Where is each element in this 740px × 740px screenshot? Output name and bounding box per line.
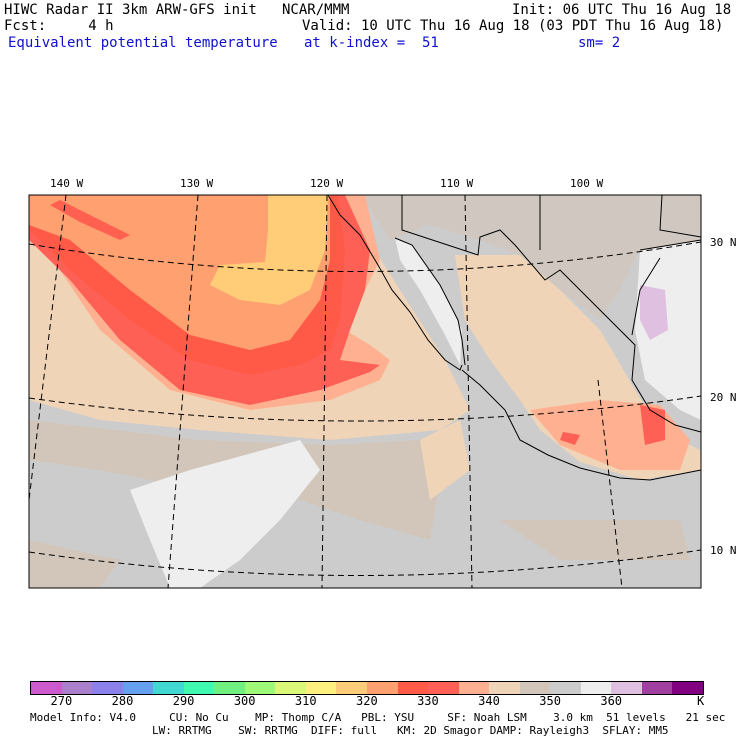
lat-label-30n: 30 N <box>710 236 737 249</box>
coastlines <box>327 195 701 481</box>
colorbar-bin <box>92 682 123 694</box>
colorbar-label: 340 <box>478 694 500 708</box>
colorbar-label: 290 <box>172 694 195 708</box>
colorbar-bin <box>305 682 337 694</box>
colorbar-label: 280 <box>111 694 134 708</box>
colorbar-label: 300 <box>233 694 256 708</box>
lon-label-100w: 100 W <box>570 177 604 190</box>
colorbar-bin <box>397 682 429 694</box>
colorbar-label: 350 <box>539 694 561 708</box>
colorbar-unit: K <box>697 694 705 708</box>
colorbar-bin <box>550 682 581 694</box>
colorbar-label: 270 <box>50 694 73 708</box>
region-325 <box>29 195 330 350</box>
lon-label-130w: 130 W <box>180 177 214 190</box>
organization: NCAR/MMM <box>282 2 350 18</box>
colorbar-bin <box>489 682 520 694</box>
smoothing: sm= 2 <box>578 35 621 51</box>
lon-label-120w: 120 W <box>310 177 344 190</box>
forecast-hour: Fcst: 4 h <box>4 18 114 34</box>
colorbar-bin <box>336 682 368 694</box>
colorbar-bin <box>519 682 551 694</box>
colorbar-label: 320 <box>356 694 378 708</box>
model-title: HIWC Radar II 3km ARW-GFS init <box>4 2 257 18</box>
colorbar-bin <box>611 682 642 694</box>
ocean-white <box>130 440 320 588</box>
valid-time: Valid: 10 UTC Thu 16 Aug 18 (03 PDT Thu … <box>302 18 724 34</box>
colorbar-bin <box>458 682 490 694</box>
colorbar-bin <box>367 682 398 694</box>
gulf-pink <box>640 285 668 340</box>
colorbar-bin <box>153 682 184 694</box>
colorbar-bin <box>275 682 306 694</box>
lat-label-10n: 10 N <box>710 544 737 557</box>
colorbar-bin <box>214 682 245 694</box>
region-320 <box>210 195 328 305</box>
colorbar-bin <box>641 682 673 694</box>
colorbar-bin <box>672 682 704 694</box>
lon-label-140w: 140 W <box>50 177 84 190</box>
colorbar-bin <box>31 682 62 694</box>
colorbar-bin <box>61 682 93 694</box>
colorbar-bin <box>122 682 154 694</box>
colorbar <box>30 681 704 695</box>
colorbar-label: 360 <box>600 694 623 708</box>
colorbar-bin <box>580 682 612 694</box>
init-time: Init: 06 UTC Thu 16 Aug 18 <box>512 2 732 18</box>
lat-label-20n: 20 N <box>710 391 737 404</box>
red-streak <box>50 200 130 240</box>
region-350 <box>29 420 690 588</box>
map-frame <box>28 194 702 589</box>
grid-lines <box>29 195 701 588</box>
level-index: at k-index = 51 <box>304 35 439 51</box>
colorbar-bin <box>244 682 276 694</box>
field-name: Equivalent potential temperature <box>8 35 278 51</box>
footer-line2: LW: RRTMG SW: RRTMG DIFF: full KM: 2D Sm… <box>152 724 669 737</box>
gulf-california <box>395 238 462 365</box>
footer-line1: Model Info: V4.0 CU: No Cu MP: Thomp C/A… <box>30 711 726 724</box>
colorbar-label: 330 <box>417 694 439 708</box>
lon-label-110w: 110 W <box>440 177 474 190</box>
us-land <box>360 195 701 320</box>
colorbar-label: 310 <box>294 694 317 708</box>
colorbar-bin <box>183 682 215 694</box>
colorbar-bin <box>428 682 459 694</box>
